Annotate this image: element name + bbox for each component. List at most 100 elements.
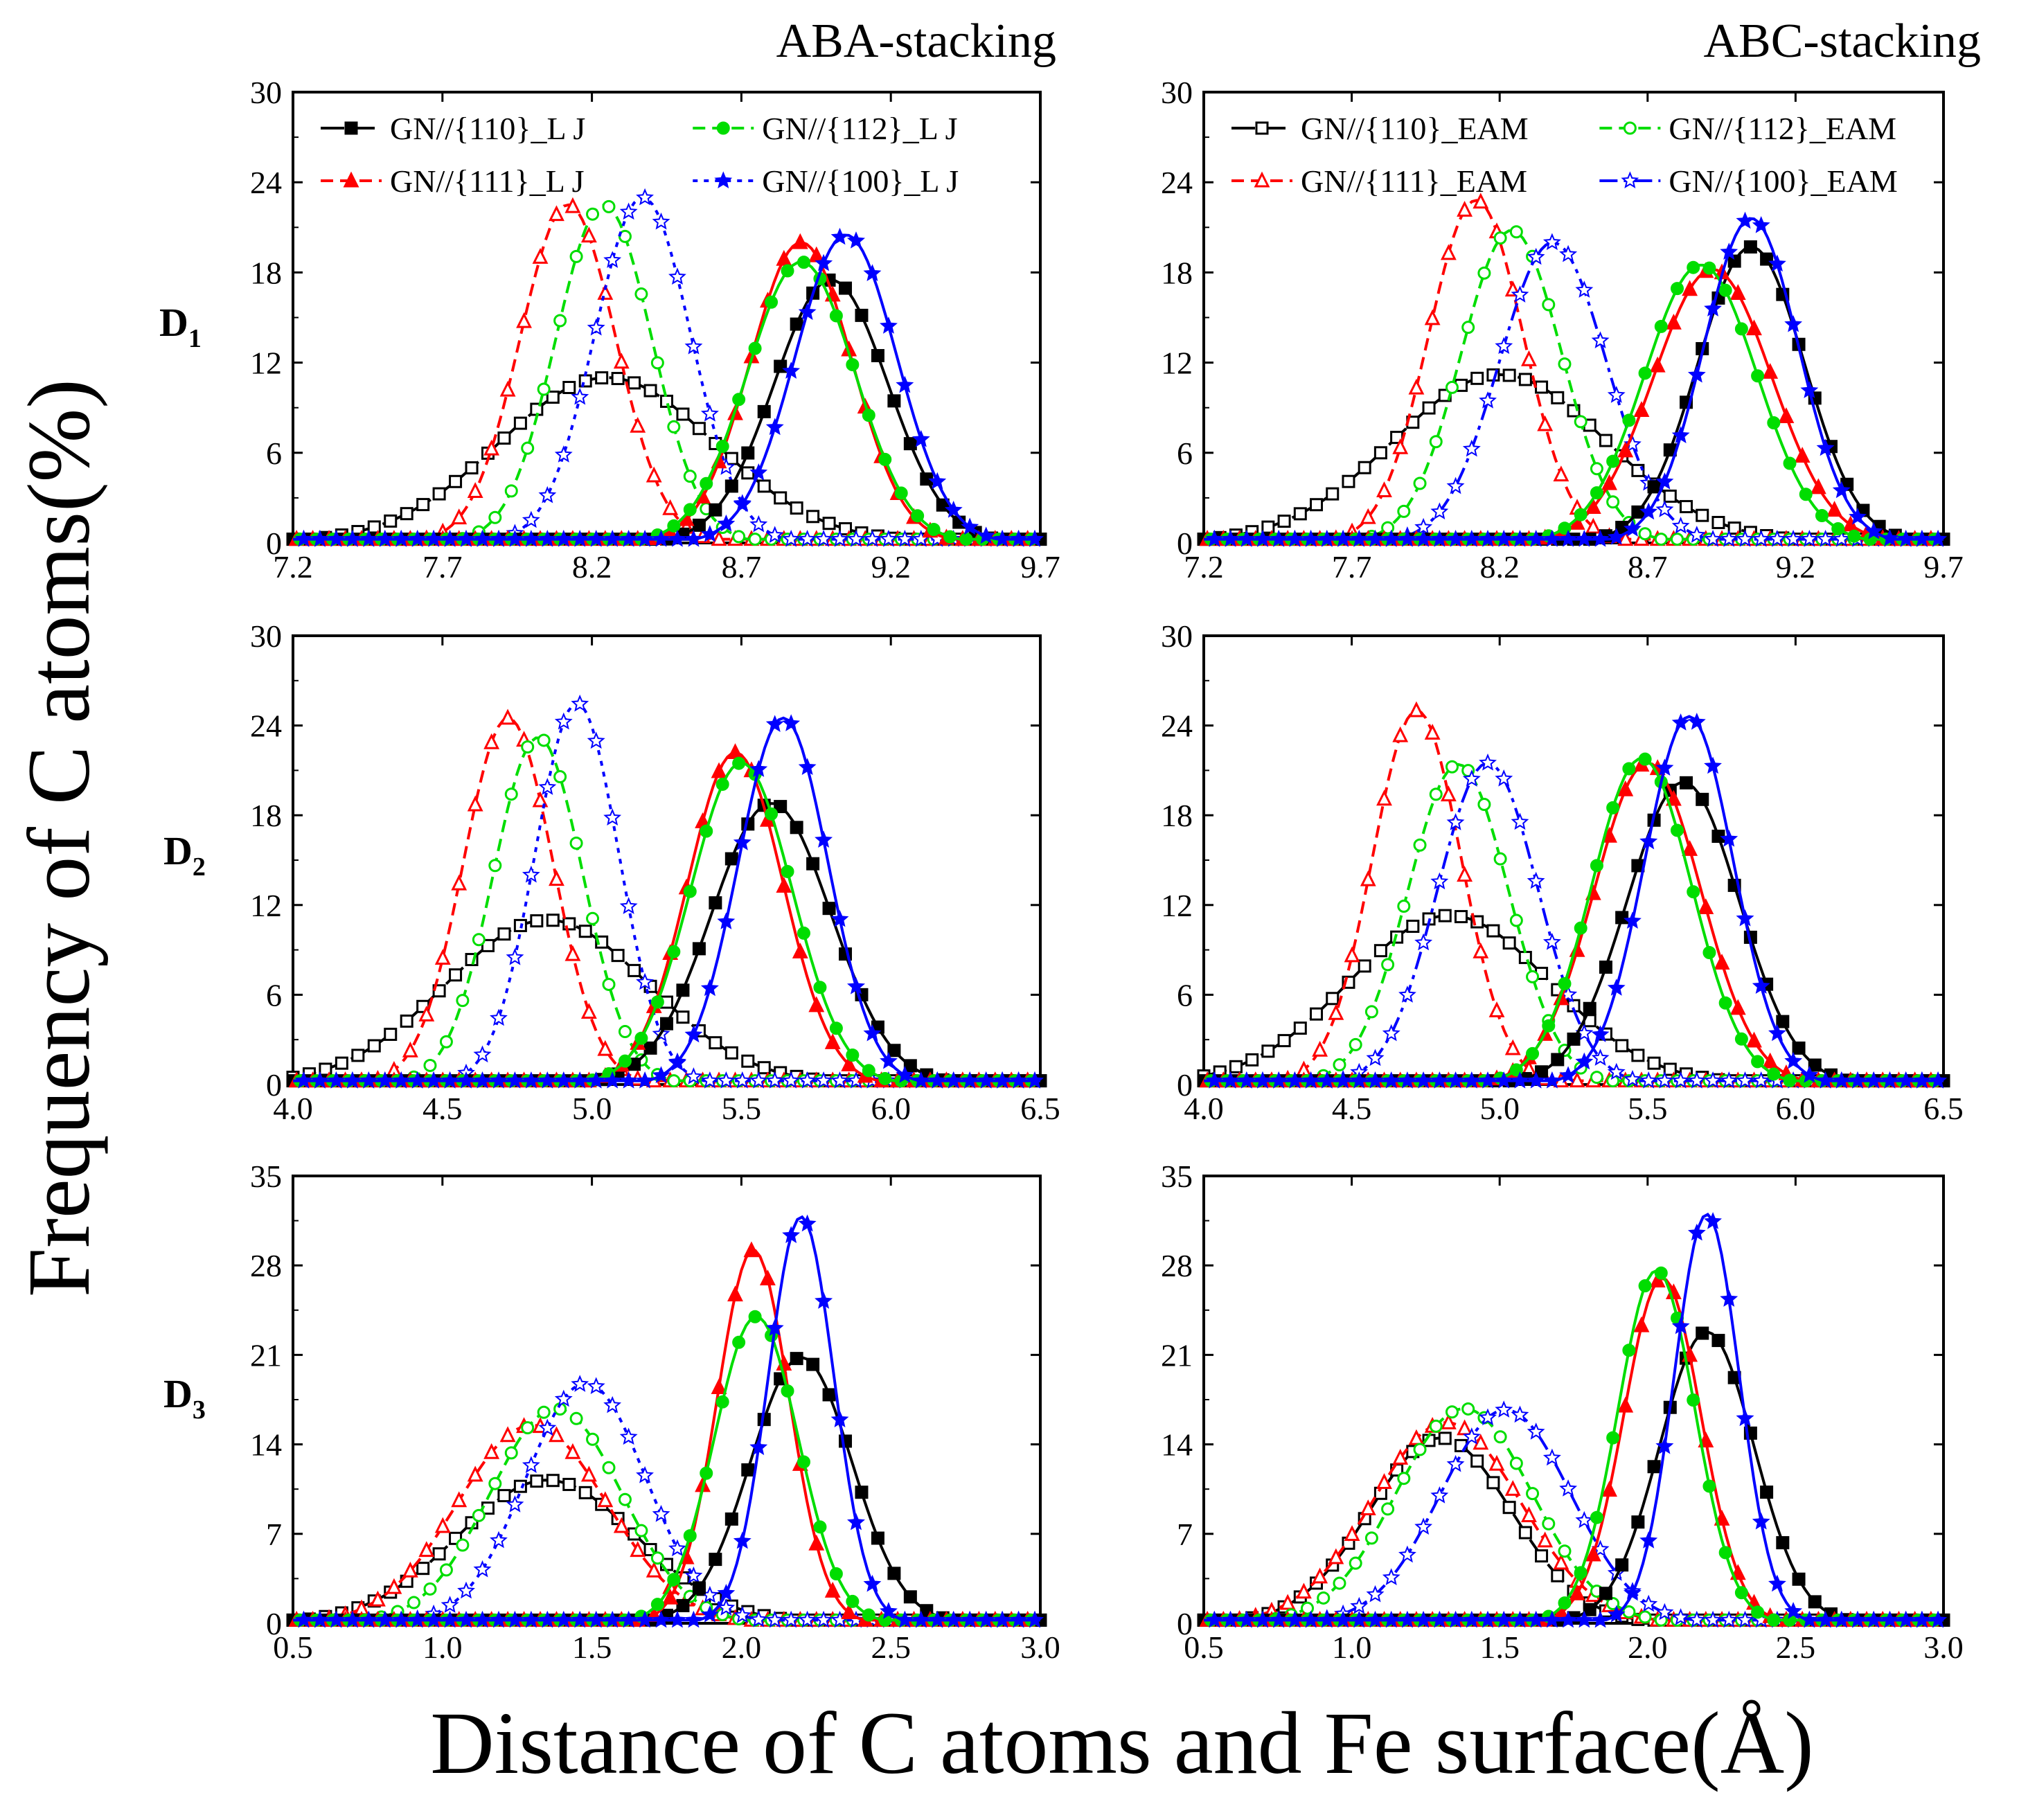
data-point	[1473, 193, 1489, 209]
data-point	[1767, 416, 1781, 429]
data-point	[1574, 415, 1587, 429]
data-point	[571, 1610, 589, 1628]
data-point	[603, 1071, 622, 1089]
data-point	[1606, 801, 1620, 814]
data-point	[370, 1590, 386, 1607]
x-tick-label: 6.5	[1020, 1091, 1060, 1126]
data-point	[741, 1054, 755, 1068]
data-point	[765, 1319, 784, 1336]
data-point	[797, 926, 810, 940]
data-point	[1784, 1051, 1803, 1069]
data-point	[1237, 530, 1256, 547]
data-point	[1647, 1460, 1661, 1474]
y-tick-label: 0	[266, 526, 282, 561]
data-point	[1446, 1454, 1465, 1472]
series-line	[293, 203, 1040, 541]
data-point	[451, 508, 468, 525]
data-point	[684, 1025, 703, 1043]
data-point	[530, 914, 544, 928]
data-point	[473, 1045, 492, 1063]
data-point	[667, 519, 681, 533]
data-point	[1832, 1610, 1851, 1628]
data-point	[465, 461, 479, 475]
data-point	[863, 529, 882, 547]
data-point	[1816, 438, 1835, 456]
data-point	[1736, 909, 1754, 927]
data-point	[418, 1541, 435, 1558]
y-tick-label: 14	[1161, 1427, 1193, 1463]
y-tick-label: 12	[250, 888, 282, 923]
data-point	[628, 963, 641, 977]
data-point	[483, 733, 500, 749]
data-point	[1414, 530, 1433, 547]
data-point	[451, 874, 468, 891]
data-point	[1831, 522, 1845, 536]
series-5	[1197, 776, 1950, 1088]
data-point	[1720, 1610, 1738, 1628]
data-point	[829, 1021, 843, 1035]
chart-panel-4: 4.0 4.5 5.0 5.5 6.0 6.5 0 6 12 18 24 30	[1161, 618, 1964, 1126]
data-point	[392, 1071, 411, 1089]
series-6	[1199, 1272, 1944, 1627]
plot-frame	[1202, 1175, 1945, 1625]
data-point	[1495, 1400, 1513, 1418]
legend-marker	[716, 121, 730, 135]
data-point	[1714, 954, 1730, 970]
data-point	[522, 1071, 540, 1089]
data-point	[343, 530, 362, 547]
data-point	[636, 972, 654, 990]
data-point	[863, 1574, 882, 1592]
data-point	[619, 1610, 638, 1628]
data-point	[1711, 1334, 1725, 1348]
data-point	[1606, 454, 1620, 468]
data-point	[1929, 1610, 1948, 1628]
x-tick-label: 2.0	[722, 1630, 762, 1665]
x-tick-label: 9.7	[1923, 549, 1964, 585]
row-label-d1-main: D	[159, 300, 188, 345]
data-point	[549, 205, 564, 222]
data-point	[489, 529, 508, 547]
legend-marker	[714, 171, 733, 189]
y-tick-label: 24	[250, 708, 282, 744]
data-point	[1607, 528, 1626, 545]
data-point	[1360, 870, 1376, 886]
data-point	[887, 1567, 901, 1580]
data-point	[439, 1035, 453, 1049]
x-tick-label: 2.5	[871, 1630, 911, 1665]
data-point	[1382, 1568, 1400, 1585]
data-point	[748, 533, 762, 546]
data-point	[1406, 919, 1420, 933]
data-point	[977, 1071, 995, 1089]
data-point	[1373, 944, 1387, 958]
data-point	[1729, 999, 1746, 1015]
data-point	[724, 1046, 738, 1060]
data-point	[1617, 441, 1634, 458]
data-point	[830, 530, 849, 547]
x-tick-label: 3.0	[1020, 1630, 1060, 1665]
data-point	[1310, 498, 1324, 512]
data-point	[488, 510, 502, 524]
y-tick-label: 0	[1177, 1067, 1193, 1103]
data-point	[1350, 1596, 1369, 1614]
data-point	[1270, 1071, 1288, 1089]
data-point	[392, 1610, 411, 1628]
plot-frame	[292, 1175, 1042, 1625]
data-point	[1682, 280, 1698, 296]
data-point	[1591, 1025, 1610, 1042]
data-point	[402, 1561, 418, 1578]
data-point	[822, 1388, 836, 1402]
data-point	[652, 1610, 670, 1628]
data-point	[1575, 280, 1594, 298]
series-line	[1204, 1276, 1944, 1622]
data-point	[1729, 284, 1746, 300]
data-point	[1429, 787, 1443, 801]
data-point	[1655, 1603, 1674, 1621]
data-point	[506, 1610, 524, 1628]
data-point	[483, 439, 500, 456]
data-point	[578, 925, 592, 938]
data-point	[1638, 527, 1652, 541]
chart-panel-6: 0.5 1.0 1.5 2.0 2.5 3.0 0 7 14 21 28 35	[1161, 1159, 1964, 1665]
panels: 7.2 7.7 8.2 8.7 9.2 9.7 0 6 12 18 24 30 GN//{110}_L …	[250, 75, 1964, 1665]
data-point	[727, 1285, 743, 1302]
data-point	[1736, 211, 1754, 229]
